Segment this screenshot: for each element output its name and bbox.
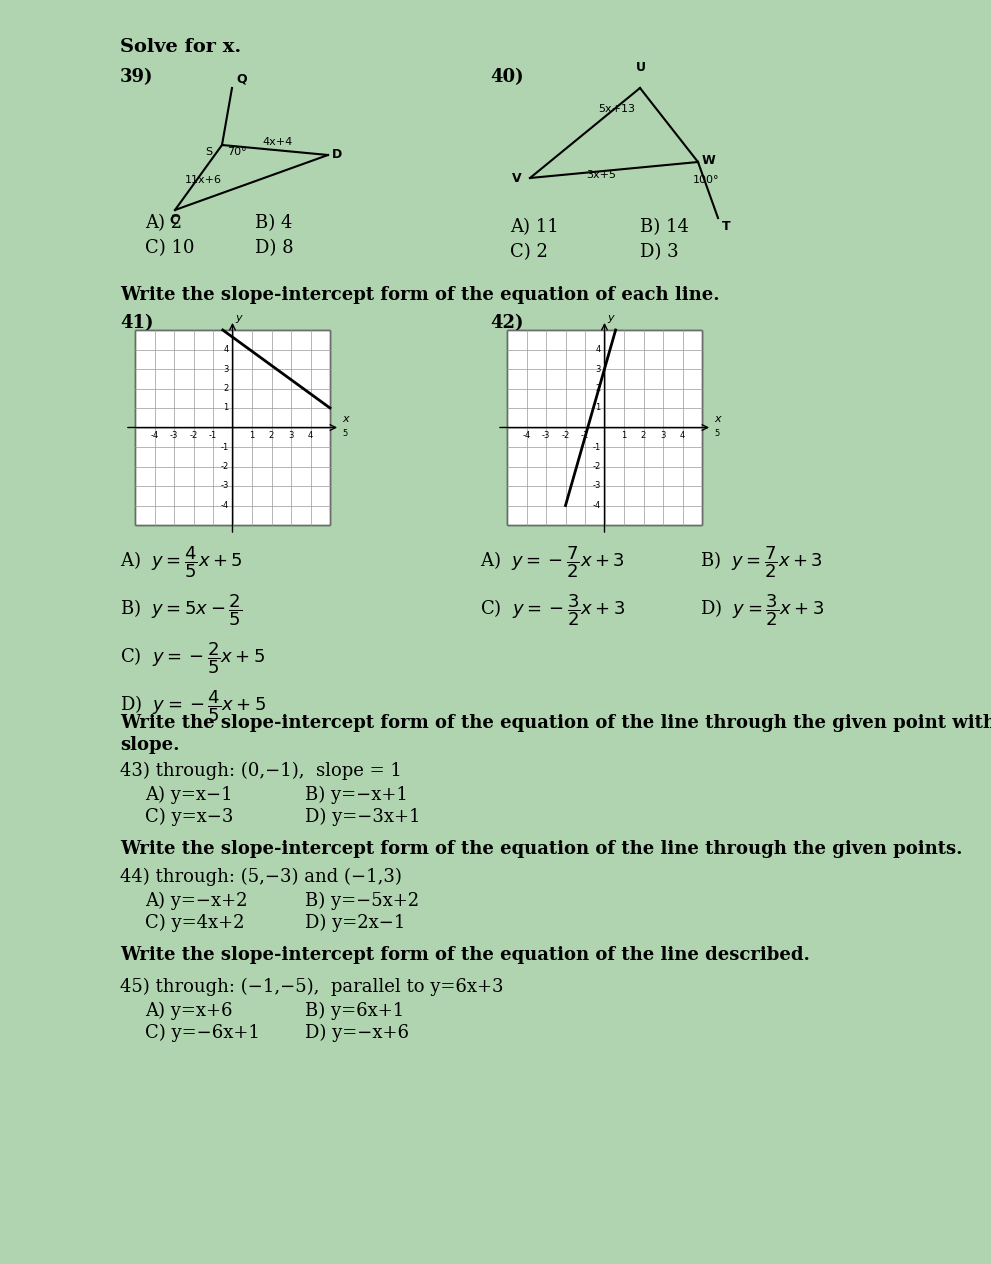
Text: y: y [236,313,242,324]
Text: A) 2: A) 2 [145,214,182,233]
Text: T: T [722,220,730,233]
Text: D)  $y=\dfrac{3}{2}x+3$: D) $y=\dfrac{3}{2}x+3$ [700,592,825,628]
Text: C) y=−6x+1: C) y=−6x+1 [145,1024,260,1043]
Text: C) 2: C) 2 [510,243,548,260]
Text: C)  $y=-\dfrac{2}{5}x+5$: C) $y=-\dfrac{2}{5}x+5$ [120,640,266,676]
Text: 41): 41) [120,313,154,332]
Text: A) y=x−1: A) y=x−1 [145,786,233,804]
Text: x: x [342,415,349,425]
Text: 1: 1 [223,403,229,412]
Text: B) 4: B) 4 [255,214,292,233]
Text: -2: -2 [220,463,229,471]
Text: D) 8: D) 8 [255,239,293,257]
Text: 44) through: (5,−3) and (−1,3): 44) through: (5,−3) and (−1,3) [120,868,402,886]
Text: -1: -1 [220,442,229,451]
Text: C) 10: C) 10 [145,239,194,257]
Text: A) 11: A) 11 [510,217,559,236]
Text: -1: -1 [581,431,589,440]
Text: 1: 1 [596,403,601,412]
Text: 11x+6: 11x+6 [185,174,222,185]
Text: 2: 2 [223,384,229,393]
Text: D) y=2x−1: D) y=2x−1 [305,914,405,933]
Text: A)  $y=-\dfrac{7}{2}x+3$: A) $y=-\dfrac{7}{2}x+3$ [480,544,625,580]
Bar [507,330,702,525]
Text: Write the slope-intercept form of the equation of the line through the given poi: Write the slope-intercept form of the eq… [120,714,991,732]
Text: 43) through: (0,−1),  slope = 1: 43) through: (0,−1), slope = 1 [120,762,402,780]
Text: S: S [205,147,212,157]
Text: Solve for x.: Solve for x. [120,38,241,56]
Text: 3: 3 [223,364,229,373]
Text: slope.: slope. [120,736,179,755]
Text: D) 3: D) 3 [640,243,679,260]
Text: 4: 4 [308,431,313,440]
Text: C) y=x−3: C) y=x−3 [145,808,233,827]
Text: 3: 3 [288,431,293,440]
Bar [135,330,330,525]
Text: -3: -3 [169,431,178,440]
Text: -4: -4 [593,501,601,509]
Text: -2: -2 [593,463,601,471]
Text: V: V [512,172,521,185]
Text: C) y=4x+2: C) y=4x+2 [145,914,245,933]
Text: Q: Q [236,73,247,86]
Text: 5: 5 [342,430,347,439]
Text: 40): 40) [490,68,523,86]
Text: -2: -2 [561,431,570,440]
Text: Write the slope-intercept form of the equation of the line described.: Write the slope-intercept form of the eq… [120,945,810,964]
Text: B)  $y=\dfrac{7}{2}x+3$: B) $y=\dfrac{7}{2}x+3$ [700,544,823,580]
Text: -3: -3 [542,431,550,440]
Text: 5x+13: 5x+13 [598,104,635,114]
Text: 4: 4 [680,431,685,440]
Text: A) y=x+6: A) y=x+6 [145,1002,233,1020]
Text: B) y=6x+1: B) y=6x+1 [305,1002,404,1020]
Text: 2: 2 [596,384,601,393]
Text: 5: 5 [714,430,719,439]
Text: D) y=−3x+1: D) y=−3x+1 [305,808,420,827]
Text: 3: 3 [596,364,601,373]
Text: 39): 39) [120,68,154,86]
Text: C)  $y=-\dfrac{3}{2}x+3$: C) $y=-\dfrac{3}{2}x+3$ [480,592,625,628]
Text: W: W [702,154,716,167]
Text: B)  $y=5x-\dfrac{2}{5}$: B) $y=5x-\dfrac{2}{5}$ [120,592,242,628]
Text: 2: 2 [641,431,646,440]
Text: -4: -4 [522,431,530,440]
Text: -1: -1 [209,431,217,440]
Text: 4x+4: 4x+4 [262,137,292,147]
Text: B) y=−5x+2: B) y=−5x+2 [305,892,419,910]
Text: 1: 1 [250,431,255,440]
Text: D: D [332,148,342,162]
Text: C: C [169,214,178,228]
Text: A)  $y=\dfrac{4}{5}x+5$: A) $y=\dfrac{4}{5}x+5$ [120,544,243,580]
Text: -2: -2 [189,431,197,440]
Text: 3x+5: 3x+5 [586,169,616,179]
Text: x: x [714,415,720,425]
Text: 42): 42) [490,313,523,332]
Text: -4: -4 [151,431,159,440]
Text: D)  $y=-\dfrac{4}{5}x+5$: D) $y=-\dfrac{4}{5}x+5$ [120,688,266,724]
Text: -3: -3 [220,482,229,490]
Text: Write the slope-intercept form of the equation of the line through the given poi: Write the slope-intercept form of the eq… [120,841,962,858]
Text: 45) through: (−1,−5),  parallel to y=6x+3: 45) through: (−1,−5), parallel to y=6x+3 [120,978,503,996]
Text: B) y=−x+1: B) y=−x+1 [305,786,408,804]
Text: 1: 1 [621,431,626,440]
Text: -1: -1 [593,442,601,451]
Text: -4: -4 [220,501,229,509]
Text: -3: -3 [593,482,601,490]
Text: B) 14: B) 14 [640,217,689,236]
Text: 3: 3 [660,431,666,440]
Text: Write the slope-intercept form of the equation of each line.: Write the slope-intercept form of the eq… [120,286,719,305]
Text: U: U [636,61,646,75]
Text: D) y=−x+6: D) y=−x+6 [305,1024,409,1043]
Text: 4: 4 [596,345,601,354]
Text: 100°: 100° [693,174,719,185]
Text: y: y [607,313,614,324]
Text: A) y=−x+2: A) y=−x+2 [145,892,248,910]
Text: 4: 4 [223,345,229,354]
Text: 2: 2 [269,431,275,440]
Text: 70°: 70° [227,147,247,157]
